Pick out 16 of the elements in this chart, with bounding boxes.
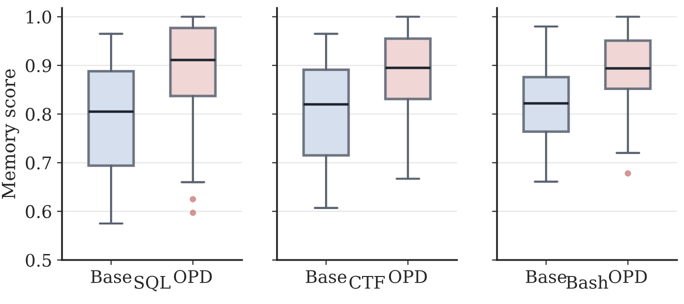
x-tick-label: Base (90, 270, 132, 284)
y-tick-label: 0.5 (26, 254, 51, 267)
x-tick-label: Base (306, 270, 346, 284)
x-axis-title: SQL (134, 276, 170, 292)
x-tick-label: OPD (174, 270, 212, 284)
y-axis-title: Memory score (2, 69, 20, 199)
y-tick-label: 0.9 (26, 59, 52, 72)
x-tick-label: OPD (388, 270, 427, 284)
x-tick-label: OPD (608, 270, 647, 284)
x-axis-title: Bash (566, 275, 608, 289)
y-tick-label: 1.0 (26, 10, 52, 24)
x-tick-label: Base (526, 270, 566, 284)
x-axis-title: CTF (350, 276, 385, 289)
y-tick-label: 0.8 (26, 108, 52, 121)
y-tick-label: 0.6 (26, 205, 52, 218)
y-tick-label: 0.7 (26, 156, 52, 170)
